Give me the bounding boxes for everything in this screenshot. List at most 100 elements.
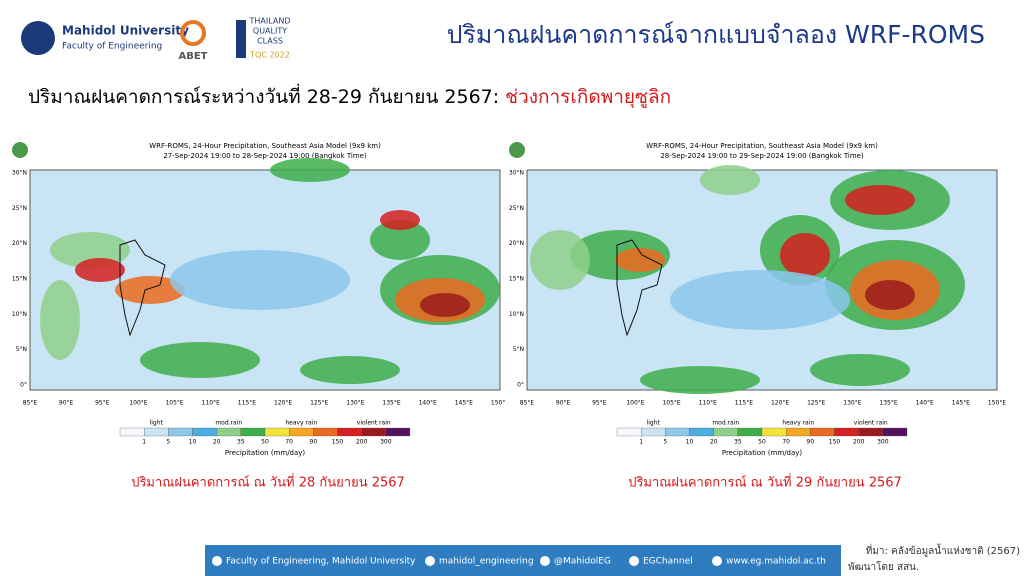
colorbar-segment [737,427,763,437]
lon-label: 140°E [419,400,437,407]
colorbar-segment [616,427,642,437]
subtitle-highlight: ช่วงการเกิดพายุซูลิก [505,86,671,109]
colorbar-segment [761,427,787,437]
footer-icon [629,556,639,566]
mahidol-logo [21,21,55,55]
rain-area [640,366,760,394]
developer: พัฒนาโดย สสน. [848,560,919,573]
lon-label: 115°E [238,400,256,407]
thailand-border [616,239,663,337]
footer-item: mahidol_engineering [439,557,534,567]
lon-label: 85°E [520,400,535,407]
rain-area [140,342,260,378]
colorbar-tick: 20 [213,439,221,446]
lon-label: 90°E [59,400,74,407]
map-title: WRF-ROMS, 24-Hour Precipitation, Southea… [149,142,381,150]
rain-area [380,210,420,230]
lat-label: 30°N [12,170,27,177]
lon-label: 135°E [382,400,400,407]
lat-label: 15°N [12,276,27,283]
colorbar-label: Precipitation (mm/day) [722,449,803,457]
rain-category: light [150,420,164,427]
source: ที่มา: คลังข้อมูลน้ำแห่งชาติ (2567) [866,543,1020,557]
rain-area [300,356,400,384]
colorbar-tick: 70 [285,439,293,446]
subtitle: ปริมาณฝนคาดการณ์ระหว่างวันที่ 28-29 กันย… [28,83,671,109]
tqc-logo [236,20,246,58]
lat-label: 10°N [509,311,524,318]
colorbar-tick: 300 [877,439,889,446]
lon-label: 125°E [310,400,328,407]
rain-area [270,158,350,182]
rain-area [865,280,915,310]
lon-label: 120°E [274,400,292,407]
map-caption: ปริมาณฝนคาดการณ์ ณ วันที่ 28 กันยายน 256… [131,474,405,491]
tqc-text: THAILAND [249,17,291,26]
footer-bar [205,545,841,576]
rain-area [50,232,130,268]
lon-label: 90°E [556,400,571,407]
colorbar-tick: 200 [853,439,865,446]
lon-label: 115°E [735,400,753,407]
colorbar-segment [144,427,169,437]
subtitle-text: ปริมาณฝนคาดการณ์ระหว่างวันที่ 28-29 กันย… [28,83,499,108]
slide-title: ปริมาณฝนคาดการณ์จากแบบจำลอง WRF-ROMS [447,20,985,49]
colorbar-segment [361,427,386,437]
colorbar-tick: 35 [237,439,245,446]
lon-label: 105°E [165,400,183,407]
map-period: 27-Sep-2024 19:00 to 28-Sep-2024 19:00 (… [163,152,367,160]
lat-label: 0° [20,382,27,389]
university-name: Mahidol University [62,24,189,38]
colorbar-segment [882,427,908,437]
colorbar-segment [810,427,835,437]
map-caption: ปริมาณฝนคาดการณ์ ณ วันที่ 29 กันยายน 256… [628,474,902,491]
lat-label: 25°N [509,205,524,212]
colorbar-segment [834,427,859,437]
colorbar-segment [689,427,714,437]
rain-area [115,276,185,304]
colorbar-segment [337,427,362,437]
colorbar-tick: 200 [356,439,368,446]
rain-category: heavy rain [285,420,317,427]
rain-area [810,354,910,386]
colorbar-segment [240,427,266,437]
map-period: 28-Sep-2024 19:00 to 29-Sep-2024 19:00 (… [660,152,864,160]
colorbar-segment [119,427,145,437]
tqc-text: CLASS [257,37,283,46]
colorbar-segment [786,427,811,437]
colorbar-tick: 5 [663,439,667,446]
rain-area [170,250,350,310]
tqc-text: QUALITY [253,27,287,36]
lon-label: 135°E [879,400,897,407]
footer-item: Faculty of Engineering, Mahidol Universi… [226,557,416,567]
lon-label: 95°E [592,400,607,407]
colorbar-segment [641,427,666,437]
lon-label: 150°E [988,400,1006,407]
rain-category: violent rain [357,420,391,427]
rain-category: mod.rain [215,420,242,427]
tqc-text: TQC 2022 [249,51,290,60]
footer-icon [425,556,435,566]
lon-label: 125°E [807,400,825,407]
lat-label: 25°N [12,205,27,212]
colorbar-tick: 150 [332,439,344,446]
footer-icon [540,556,550,566]
footer-icon [212,556,222,566]
colorbar-segment [313,427,338,437]
colorbar-tick: 20 [710,439,718,446]
lon-label: 140°E [916,400,934,407]
lon-label: 145°E [952,400,970,407]
rain-area [670,270,850,330]
colorbar-tick: 5 [166,439,170,446]
lon-label: 110°E [699,400,717,407]
colorbar-tick: 35 [734,439,742,446]
lat-label: 20°N [12,240,27,247]
lon-label: 105°E [662,400,680,407]
colorbar-tick: 90 [807,439,815,446]
rain-area [370,220,430,260]
lon-label: 100°E [129,400,147,407]
lon-label: 150°E [491,400,509,407]
footer-item: @MahidolEG [554,557,611,567]
